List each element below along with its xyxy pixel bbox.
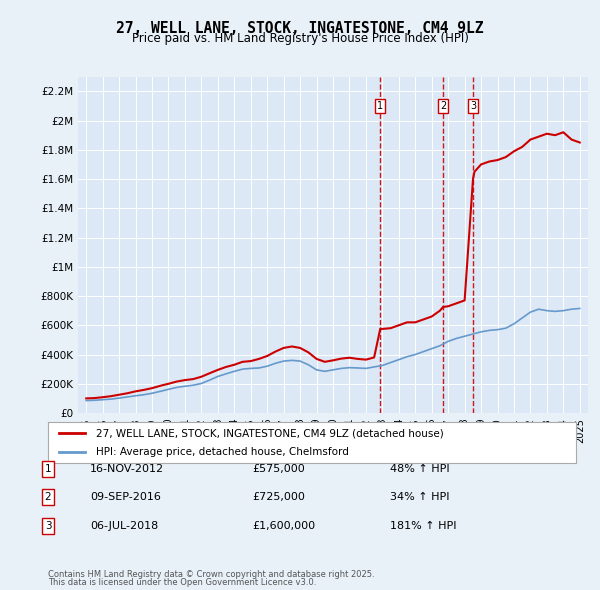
Text: 27, WELL LANE, STOCK, INGATESTONE, CM4 9LZ (detached house): 27, WELL LANE, STOCK, INGATESTONE, CM4 9… xyxy=(95,428,443,438)
Text: £725,000: £725,000 xyxy=(252,493,305,502)
Text: 181% ↑ HPI: 181% ↑ HPI xyxy=(390,521,457,530)
Text: 3: 3 xyxy=(44,521,52,530)
Text: 2: 2 xyxy=(44,493,52,502)
Text: 06-JUL-2018: 06-JUL-2018 xyxy=(90,521,158,530)
Text: Price paid vs. HM Land Registry's House Price Index (HPI): Price paid vs. HM Land Registry's House … xyxy=(131,32,469,45)
Text: £1,600,000: £1,600,000 xyxy=(252,521,315,530)
Text: 34% ↑ HPI: 34% ↑ HPI xyxy=(390,493,449,502)
Text: This data is licensed under the Open Government Licence v3.0.: This data is licensed under the Open Gov… xyxy=(48,578,316,587)
Text: 3: 3 xyxy=(470,101,476,111)
Text: 16-NOV-2012: 16-NOV-2012 xyxy=(90,464,164,474)
Text: Contains HM Land Registry data © Crown copyright and database right 2025.: Contains HM Land Registry data © Crown c… xyxy=(48,571,374,579)
Text: HPI: Average price, detached house, Chelmsford: HPI: Average price, detached house, Chel… xyxy=(95,447,349,457)
Text: £575,000: £575,000 xyxy=(252,464,305,474)
Text: 09-SEP-2016: 09-SEP-2016 xyxy=(90,493,161,502)
Text: 48% ↑ HPI: 48% ↑ HPI xyxy=(390,464,449,474)
Text: 1: 1 xyxy=(44,464,52,474)
Text: 1: 1 xyxy=(377,101,383,111)
Text: 2: 2 xyxy=(440,101,446,111)
Text: 27, WELL LANE, STOCK, INGATESTONE, CM4 9LZ: 27, WELL LANE, STOCK, INGATESTONE, CM4 9… xyxy=(116,21,484,35)
